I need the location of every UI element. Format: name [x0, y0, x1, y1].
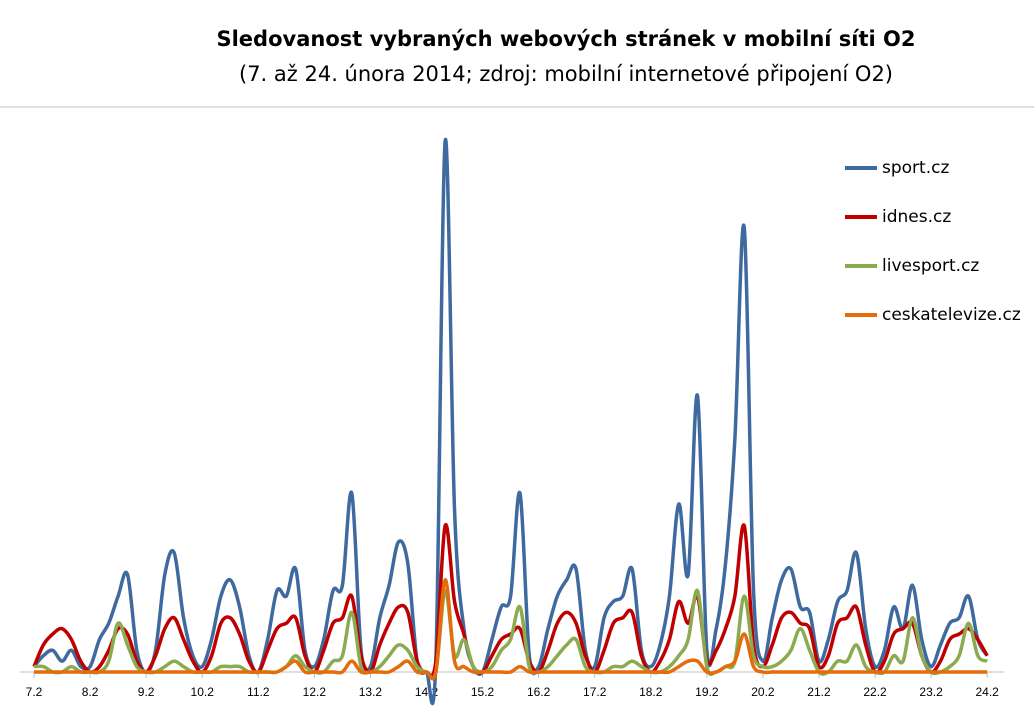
- x-tick-label: 12.2: [303, 685, 327, 699]
- x-tick-label: 19.2: [695, 685, 719, 699]
- x-tick-label: 10.2: [191, 685, 215, 699]
- x-tick-label: 8.2: [82, 685, 99, 699]
- series-line: [32, 137, 989, 706]
- x-tick-label: 11.2: [247, 685, 270, 699]
- series-line: [34, 578, 988, 681]
- x-tick-label: 18.2: [639, 685, 663, 699]
- x-tick-label: 15.2: [471, 685, 495, 699]
- x-tick-label: 22.2: [863, 685, 887, 699]
- x-tick-label: 13.2: [359, 685, 383, 699]
- x-tick-label: 24.2: [975, 685, 999, 699]
- x-tick-label: 16.2: [527, 685, 551, 699]
- x-tick-label: 9.2: [138, 685, 155, 699]
- x-tick-label: 17.2: [583, 685, 607, 699]
- x-tick-label: 20.2: [751, 685, 775, 699]
- legend-label: ceskatelevize.cz: [882, 305, 1021, 325]
- chart-subtitle: (7. až 24. února 2014; zdroj: mobilní in…: [239, 62, 893, 86]
- legend-label: sport.cz: [882, 158, 949, 178]
- x-tick-label: 23.2: [919, 685, 943, 699]
- legend-label: idnes.cz: [882, 207, 951, 227]
- x-tick-label: 7.2: [26, 685, 43, 699]
- x-tick-label: 21.2: [807, 685, 831, 699]
- chart-title: Sledovanost vybraných webových stránek v…: [216, 27, 915, 51]
- legend-label: livesport.cz: [882, 256, 979, 276]
